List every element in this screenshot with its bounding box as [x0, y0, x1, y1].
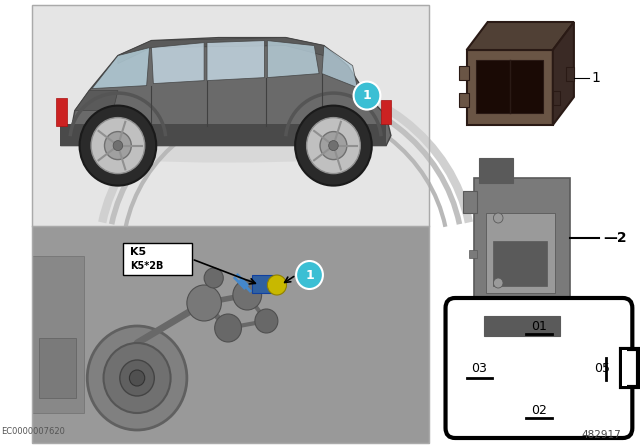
Circle shape [187, 285, 221, 321]
Circle shape [329, 141, 338, 151]
Ellipse shape [89, 145, 367, 163]
Polygon shape [467, 22, 574, 50]
Polygon shape [207, 41, 264, 81]
FancyBboxPatch shape [445, 298, 632, 438]
Bar [56, 98, 67, 125]
Circle shape [320, 132, 347, 159]
Bar [553, 91, 561, 105]
Bar [493, 241, 547, 286]
Bar [252, 275, 273, 293]
Text: EC0000007620: EC0000007620 [1, 426, 65, 435]
Text: 03: 03 [471, 362, 487, 375]
Circle shape [113, 141, 123, 151]
Bar [463, 191, 477, 213]
Bar [32, 5, 429, 226]
Polygon shape [75, 90, 118, 111]
Polygon shape [553, 22, 574, 125]
Bar [381, 99, 391, 124]
Polygon shape [118, 38, 324, 64]
Bar [476, 60, 543, 113]
Polygon shape [60, 38, 391, 146]
Bar [621, 349, 638, 387]
Polygon shape [268, 41, 319, 78]
Bar [622, 350, 627, 386]
Polygon shape [152, 43, 204, 84]
Text: 02: 02 [531, 404, 547, 417]
Bar [566, 67, 574, 81]
Text: —2: —2 [604, 231, 627, 245]
Circle shape [104, 132, 131, 159]
Polygon shape [322, 46, 357, 88]
Polygon shape [92, 47, 150, 89]
Text: 05: 05 [594, 362, 610, 375]
Bar [32, 5, 429, 443]
Bar [486, 213, 555, 293]
Circle shape [353, 82, 380, 110]
Bar [459, 93, 468, 107]
Text: 01: 01 [531, 319, 547, 332]
Circle shape [296, 261, 323, 289]
Bar [467, 50, 553, 125]
Bar [479, 158, 513, 183]
Bar [459, 66, 468, 80]
Polygon shape [60, 124, 386, 146]
Bar [484, 316, 561, 336]
Circle shape [307, 117, 360, 173]
Text: K5*2B: K5*2B [131, 261, 164, 271]
Circle shape [204, 268, 223, 288]
Circle shape [295, 106, 372, 185]
Circle shape [233, 280, 262, 310]
Bar [123, 243, 191, 275]
Bar [470, 250, 477, 258]
Circle shape [87, 326, 187, 430]
Circle shape [493, 278, 503, 288]
Text: 1: 1 [591, 71, 600, 85]
Circle shape [104, 343, 171, 413]
Bar [32, 226, 429, 443]
Circle shape [79, 106, 156, 185]
Circle shape [129, 370, 145, 386]
Text: K5: K5 [131, 247, 147, 257]
Bar [39, 338, 76, 398]
Circle shape [120, 360, 154, 396]
Text: 1: 1 [363, 89, 371, 102]
Bar [474, 178, 570, 318]
Circle shape [268, 275, 287, 295]
Bar [32, 256, 84, 413]
Text: 482917: 482917 [581, 430, 621, 440]
Circle shape [214, 314, 241, 342]
Circle shape [255, 309, 278, 333]
Circle shape [493, 213, 503, 223]
Circle shape [91, 117, 145, 173]
Text: 1: 1 [305, 268, 314, 281]
